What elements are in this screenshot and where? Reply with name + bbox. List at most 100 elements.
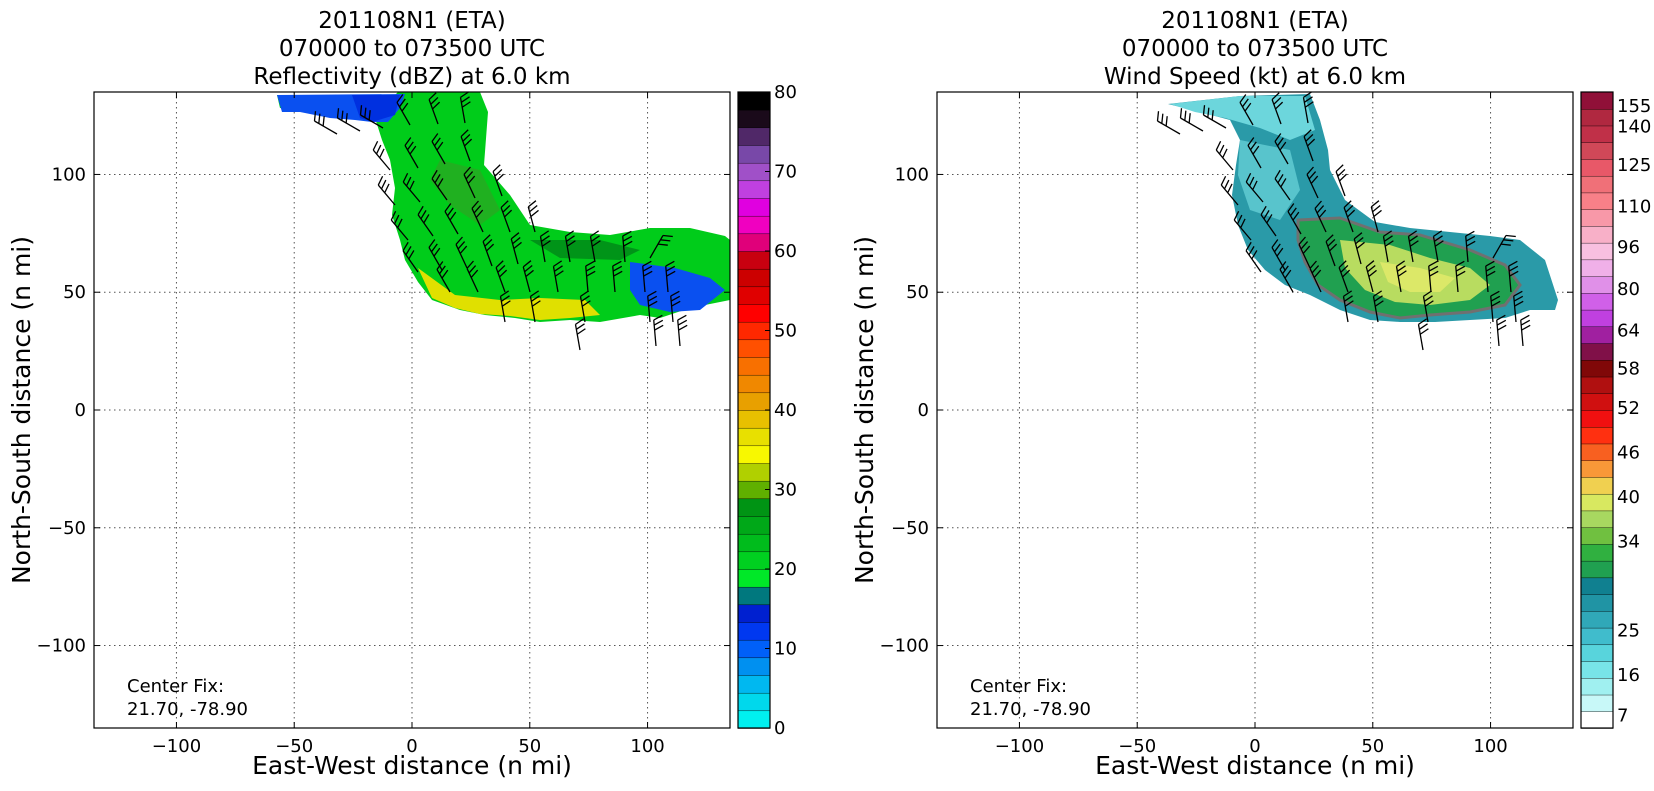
wind-barb <box>463 166 476 199</box>
wind-barb-feather <box>397 218 403 229</box>
wind-barb <box>574 318 586 351</box>
y-tick-label: −50 <box>48 518 86 539</box>
wind-barb-feather <box>1343 295 1353 302</box>
wind-barb-feather <box>1263 210 1270 220</box>
wind-barb-feather <box>1521 324 1531 331</box>
wind-barb-feather <box>1428 260 1438 267</box>
wind-barb-feather <box>379 148 385 159</box>
wind-barb-feather <box>432 101 441 110</box>
wind-barb <box>1202 105 1227 129</box>
x-tick-label: 0 <box>406 736 417 757</box>
colorbar-bin <box>737 392 771 411</box>
wind-barb <box>359 105 384 129</box>
wind-barb-feather <box>380 179 387 190</box>
wind-barb <box>527 200 539 233</box>
colorbar-bin <box>737 250 771 270</box>
colorbar-bin <box>737 303 771 323</box>
wind-barb <box>1220 175 1239 206</box>
wind-barb-feather <box>436 261 444 270</box>
wind-barb-feather <box>530 290 540 297</box>
colorbar-tick-label: 10 <box>774 639 797 660</box>
wind-barb-feather <box>1188 113 1191 124</box>
wind-barb-feather <box>438 265 446 275</box>
wind-barb-feather <box>420 210 427 220</box>
wind-barb-feather <box>1374 300 1384 307</box>
wind-barb-feather <box>647 290 657 297</box>
wind-barb-feather <box>1408 230 1418 237</box>
colorbar-tick-label: 46 <box>1617 443 1640 464</box>
wind-barb-feather <box>1280 178 1287 188</box>
wind-barb-feather <box>1207 107 1210 118</box>
wind-barb-feather <box>1247 137 1255 146</box>
wind-barb-feather <box>1338 260 1347 269</box>
wind-barb-feather <box>1486 270 1496 277</box>
colorbar-bin <box>737 286 771 305</box>
wind-barb-feather <box>566 240 576 247</box>
wind-barb-feather <box>1418 318 1428 325</box>
wind-barb <box>1407 230 1419 263</box>
x-tick-label: 50 <box>518 736 541 757</box>
wind-barb-feather <box>1520 319 1531 326</box>
colorbar-bin <box>1580 376 1614 394</box>
wind-barb-feather <box>1222 148 1228 159</box>
wind-barb-shaft <box>1157 120 1181 135</box>
center-fix-value: 21.70, -78.90 <box>127 699 248 720</box>
wind-barb-feather <box>540 235 550 242</box>
colorbar-bin <box>737 374 771 394</box>
wind-barb-feather <box>553 260 563 267</box>
colorbar-bin <box>1580 543 1614 562</box>
wind-barb-feather <box>524 265 533 273</box>
wind-barb-feather <box>1433 235 1443 242</box>
wind-barb-feather <box>1373 295 1383 302</box>
colorbar-bin <box>737 551 771 570</box>
wind-barb-feather <box>666 270 676 277</box>
wind-barb-feather <box>1337 168 1346 177</box>
wind-barb <box>1260 205 1277 237</box>
wind-barb-feather <box>1271 92 1280 101</box>
wind-barb-feather <box>465 171 474 180</box>
wind-barb-feather <box>586 270 596 277</box>
wind-barb <box>1455 260 1466 293</box>
wind-barb-feather <box>1223 179 1230 190</box>
wind-barb-feather <box>1306 166 1314 175</box>
wind-barb <box>1342 290 1354 323</box>
wind-barbs <box>1156 91 1531 351</box>
wind-barb-feather <box>1339 173 1348 182</box>
wind-barb-feather <box>612 265 623 272</box>
wind-barb <box>665 260 676 293</box>
y-tick-label: −100 <box>880 636 929 657</box>
wind-barb-feather <box>1419 328 1429 335</box>
wind-barb-feather <box>471 200 479 209</box>
colorbar-tick-label: 7 <box>1617 705 1628 726</box>
wind-barb <box>1492 234 1516 259</box>
colorbar-bin <box>1580 192 1614 210</box>
center-fix-label: Center Fix: <box>127 676 224 697</box>
colorbar-tick-label: 50 <box>774 321 797 342</box>
colorbar-tick-label: 52 <box>1617 398 1640 419</box>
colorbar-bin <box>737 180 771 199</box>
wind-barb-feather <box>401 102 409 112</box>
wind-barb-feather <box>492 164 501 173</box>
wind-barb <box>1233 210 1252 241</box>
wind-barb-feather <box>1239 94 1247 103</box>
wind-barb-feather <box>1373 209 1382 218</box>
wind-barb <box>500 200 513 233</box>
colorbar-bin <box>737 533 771 553</box>
wind-barb-feather <box>653 314 663 321</box>
colorbar-bin <box>1580 108 1614 127</box>
wind-barb-feather <box>500 295 510 302</box>
wind-barb <box>1422 290 1434 323</box>
wind-barb-feather <box>405 246 412 256</box>
wind-barb-feather <box>654 324 664 331</box>
wind-barb <box>585 260 596 293</box>
wind-barb-feather <box>1304 101 1314 108</box>
wind-barb <box>1215 140 1234 171</box>
wind-barb-feather <box>460 91 470 98</box>
wind-barb-feather <box>431 169 438 180</box>
colorbar-bin <box>1580 677 1614 696</box>
axis-ticks: −100 −50 0 50 100 −100 −50 0 50 100 <box>880 92 1573 757</box>
wind-barb <box>647 290 658 323</box>
colorbar-tick-label: 110 <box>1617 196 1651 217</box>
wind-barb <box>1179 108 1204 132</box>
wind-barb-feather <box>1343 200 1352 209</box>
